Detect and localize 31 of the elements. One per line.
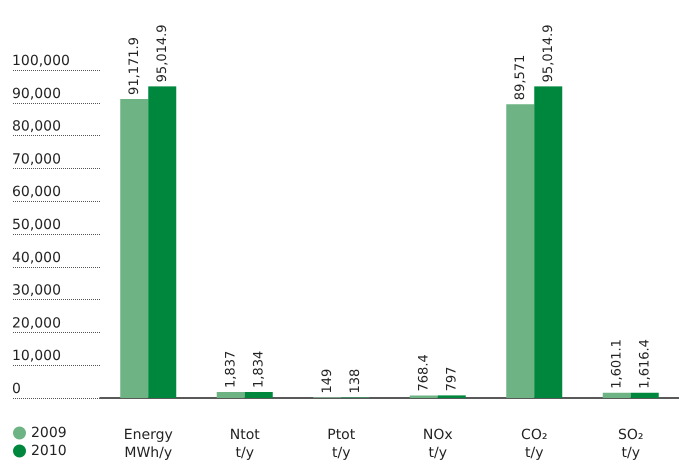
y-tick-label: 50,000 <box>12 217 61 233</box>
x-tick-label: Ptot t/y <box>327 427 356 461</box>
data-label: 91,171.9 <box>126 37 142 95</box>
data-label: 797 <box>444 366 460 392</box>
data-label: 768.4 <box>416 354 432 392</box>
legend-label: 2009 <box>31 425 67 441</box>
y-tick-label: 90,000 <box>12 86 61 102</box>
y-tick-label: 40,000 <box>12 250 61 266</box>
data-label: 95,014.9 <box>154 24 170 82</box>
y-tick-label: 80,000 <box>12 118 61 135</box>
data-label: 138 <box>348 368 363 394</box>
data-label: 1,834 <box>251 350 266 388</box>
data-label: 95,014.9 <box>540 24 556 82</box>
x-tick-label: NOx t/y <box>422 427 453 461</box>
legend-label: 2010 <box>31 443 67 459</box>
x-tick-label: SO₂ t/y <box>618 427 644 461</box>
y-tick-label: 10,000 <box>12 348 61 364</box>
y-tick-label: 0 <box>12 381 21 397</box>
y-tick-label: 70,000 <box>12 151 61 168</box>
data-label: 149 <box>320 368 335 394</box>
data-label: 89,571 <box>512 54 528 100</box>
x-tick-label: Energy MWh/y <box>124 427 173 461</box>
data-label: 1,837 <box>223 350 238 388</box>
y-tick-label: 60,000 <box>12 184 61 200</box>
y-tick-label: 100,000 <box>12 53 70 69</box>
y-tick-label: 20,000 <box>12 315 61 332</box>
data-label: 1,616.4 <box>637 339 652 389</box>
y-tick-label: 30,000 <box>12 282 61 299</box>
x-tick-label: Ntot t/y <box>230 427 260 461</box>
data-label: 1,601.1 <box>609 339 624 389</box>
x-tick-label: CO₂ t/y <box>521 427 548 461</box>
